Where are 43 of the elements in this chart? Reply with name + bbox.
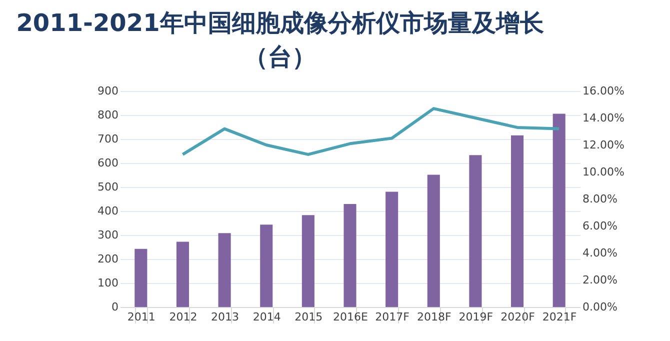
y2-tick-label: 2.00% [582, 274, 618, 286]
bar [427, 174, 440, 307]
x-tick-label: 2013 [211, 310, 240, 324]
x-tick-label: 2015 [294, 310, 323, 324]
y-tick-label: 800 [98, 108, 118, 122]
x-tick-label: 2011 [127, 310, 156, 324]
bar [260, 224, 273, 307]
bar [218, 233, 231, 307]
y2-tick-label: 12.00% [582, 138, 624, 152]
y2-tick-label: 14.00% [582, 112, 624, 124]
y2-tick-label: 10.00% [582, 166, 624, 178]
bar [552, 114, 566, 307]
y-tick-label: 400 [98, 204, 118, 218]
bar [386, 192, 398, 307]
bar [134, 248, 148, 307]
y-tick-label: 600 [98, 156, 118, 170]
y2-tick-label: 0.00% [582, 300, 618, 314]
y-tick-label: 200 [98, 252, 118, 266]
y2-tick-label: 8.00% [582, 192, 618, 206]
y2-tick-label: 6.00% [582, 220, 618, 232]
bar [469, 155, 482, 307]
y-tick-label: 900 [98, 84, 118, 98]
line-series [181, 107, 561, 156]
y2-tick-label: 4.00% [582, 246, 618, 260]
x-tick-label: 2019F [458, 310, 494, 324]
x-tick-label: 2020F [500, 310, 535, 324]
y-tick-label: 700 [98, 132, 118, 146]
x-tick-label: 2021F [542, 310, 577, 324]
y-tick-label: 300 [98, 228, 118, 242]
bar [511, 135, 524, 307]
bar [176, 242, 189, 307]
bar [344, 204, 356, 307]
x-tick-label: 2018F [416, 310, 452, 324]
y2-tick-label: 16.00% [582, 84, 624, 98]
bar [302, 215, 314, 307]
x-tick-label: 2014 [252, 310, 281, 324]
x-tick-label: 2016E [333, 310, 368, 324]
x-tick-label: 2012 [169, 310, 198, 324]
y-tick-label: 100 [98, 276, 118, 290]
x-tick-label: 2017F [375, 310, 410, 324]
chart-title: 2011-2021年中国细胞成像分析仪市场量及增长（台） [15, 8, 545, 73]
y-tick-label: 500 [98, 180, 118, 194]
y-tick-label: 0 [112, 300, 118, 314]
